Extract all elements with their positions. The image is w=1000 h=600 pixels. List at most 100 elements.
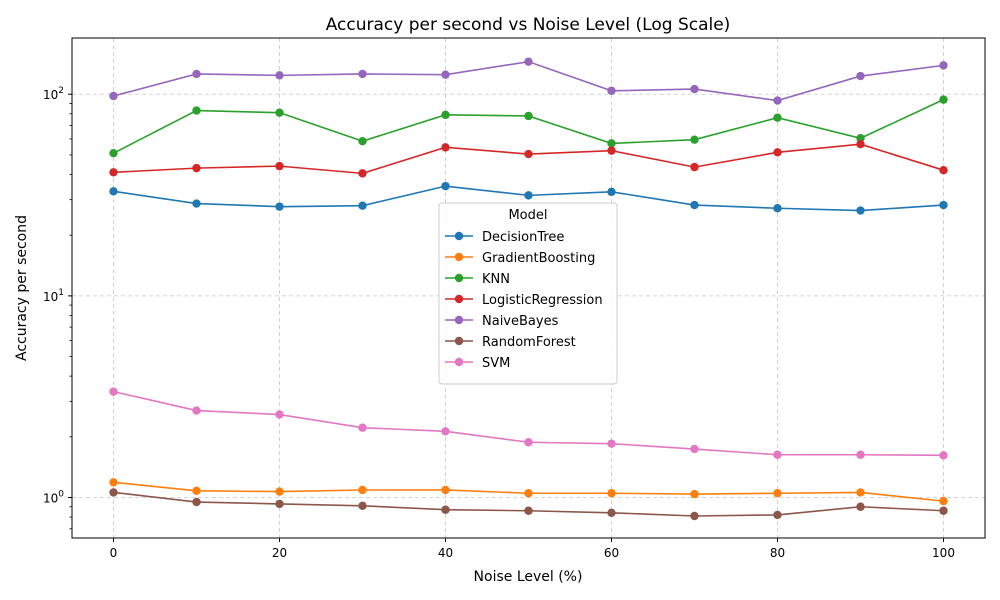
data-point [109, 168, 118, 177]
data-point [441, 181, 450, 191]
legend-marker [454, 294, 464, 304]
legend-item: LogisticRegression [445, 293, 603, 308]
data-point [524, 438, 533, 447]
data-point [358, 69, 367, 79]
data-point [109, 387, 118, 396]
data-point [607, 139, 616, 148]
series-line [113, 98, 944, 154]
x-tick-label: 20 [272, 546, 287, 560]
data-point [607, 489, 616, 498]
data-point [358, 201, 367, 210]
data-point [441, 143, 450, 152]
data-point [773, 510, 782, 520]
y-tick-label: 101 [43, 288, 64, 304]
data-point [524, 489, 533, 498]
data-point [773, 96, 782, 105]
data-point [192, 497, 201, 507]
data-point [192, 106, 201, 115]
data-point [275, 108, 284, 117]
legend-item: GradientBoosting [445, 251, 595, 266]
data-point [773, 113, 782, 122]
legend-item: NaiveBayes [445, 314, 559, 329]
data-point [939, 200, 948, 210]
data-point [358, 423, 367, 432]
data-point [441, 505, 450, 514]
series-svm [109, 387, 948, 460]
data-point [109, 478, 118, 487]
data-point [275, 71, 284, 80]
legend-marker [454, 273, 464, 283]
legend-label: KNN [482, 272, 510, 287]
data-point [773, 148, 782, 157]
data-point [441, 110, 450, 120]
legend-marker [454, 357, 464, 367]
data-point [607, 86, 616, 95]
data-point [275, 161, 284, 171]
y-tick-label: 100 [43, 490, 64, 506]
x-tick-label: 60 [604, 546, 619, 560]
axis-ticks: 0 20 40 60 80 100 100 101 102 [43, 86, 955, 560]
x-axis-label: Noise Level (%) [474, 569, 583, 585]
data-point [441, 485, 450, 495]
data-point [358, 501, 367, 510]
legend-item: RandomForest [445, 335, 576, 350]
chart-title: Accuracy per second vs Noise Level (Log … [326, 15, 731, 35]
data-point [607, 439, 616, 448]
data-point [192, 199, 201, 208]
data-point [358, 485, 367, 495]
series-gradientboosting [109, 478, 948, 506]
data-point [524, 149, 533, 159]
data-point [275, 487, 284, 496]
x-tick-label: 100 [932, 546, 955, 560]
data-point [939, 95, 948, 104]
series-randomforest [109, 488, 948, 521]
legend-label: DecisionTree [482, 230, 564, 245]
data-point [856, 206, 865, 215]
data-point [275, 202, 284, 211]
legend-box [438, 202, 618, 385]
data-point [856, 488, 865, 497]
data-point [856, 134, 865, 143]
data-point [939, 61, 948, 70]
y-tick-label: 102 [43, 86, 64, 102]
data-point [192, 406, 201, 415]
data-point [109, 187, 118, 196]
data-point [856, 502, 865, 511]
data-point [524, 111, 533, 121]
data-point [607, 146, 616, 155]
data-point [524, 506, 533, 515]
series-line [113, 60, 944, 102]
legend-label: GradientBoosting [482, 251, 595, 266]
data-point [939, 506, 948, 515]
legend-item: SVM [445, 356, 510, 371]
data-point [939, 165, 948, 175]
data-point [690, 135, 699, 144]
data-point [690, 444, 699, 454]
x-tick-label: 80 [770, 546, 785, 560]
data-point [109, 488, 118, 497]
series-knn [109, 95, 948, 158]
data-point [856, 450, 865, 459]
data-point [109, 148, 118, 158]
legend-label: SVM [482, 356, 510, 371]
data-point [607, 508, 616, 518]
legend-label: RandomForest [482, 335, 576, 350]
data-point [690, 84, 699, 94]
plot-series [109, 57, 948, 521]
data-point [690, 489, 699, 499]
legend-marker [454, 231, 464, 241]
series-decisiontree [109, 181, 948, 215]
data-point [773, 450, 782, 459]
series-naivebayes [109, 57, 948, 105]
data-point [939, 496, 948, 506]
data-point [441, 427, 450, 436]
data-point [524, 57, 533, 66]
data-point [192, 486, 201, 495]
series-logisticregression [109, 140, 948, 178]
data-point [690, 511, 699, 521]
legend-item: KNN [445, 272, 510, 287]
data-point [192, 69, 201, 79]
data-point [358, 136, 367, 146]
plot-frame [71, 37, 986, 539]
data-point [690, 200, 699, 210]
